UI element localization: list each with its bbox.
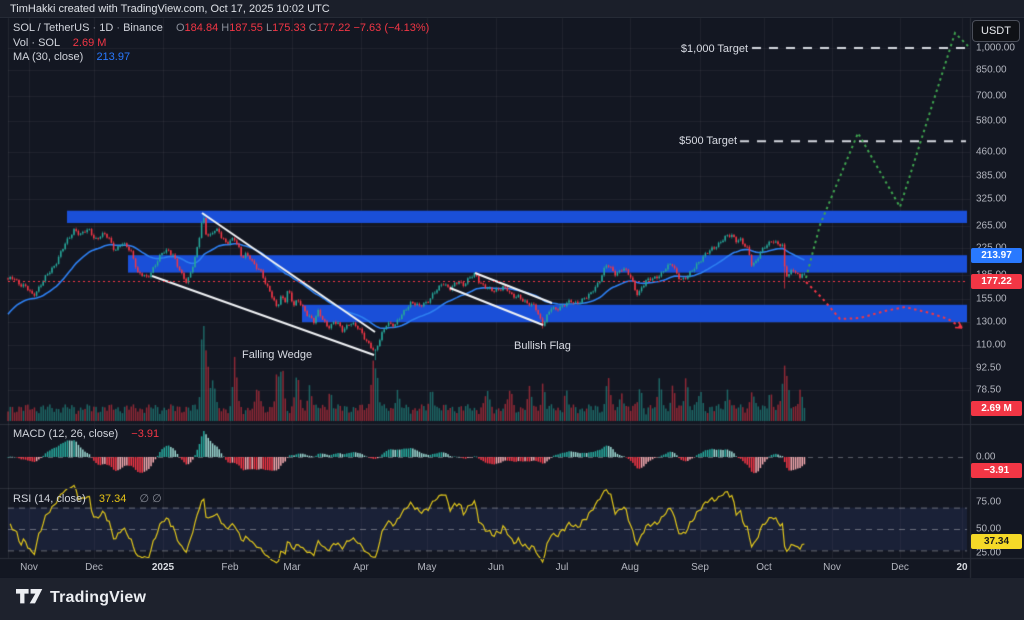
open-value: 184.84 xyxy=(184,22,219,34)
time-tick-label: Apr xyxy=(353,562,369,573)
interval-label: 1D xyxy=(99,22,114,34)
time-tick-label: Sep xyxy=(691,562,709,573)
time-tick-label: Feb xyxy=(221,562,239,573)
volume-value: 2.69 M xyxy=(72,37,107,49)
low-key: L xyxy=(265,22,273,34)
macd-legend[interactable]: MACD (12, 26, close) −3.91 xyxy=(13,428,159,440)
axis-tick-label: 325.00 xyxy=(976,193,1007,205)
rsi-legend[interactable]: RSI (14, close) 37.34 ∅ ∅ xyxy=(13,492,162,505)
axis-tick-label: 130.00 xyxy=(976,316,1007,328)
symbol-name: SOL / TetherUS xyxy=(13,22,90,34)
brand-name: TradingView xyxy=(50,589,147,606)
volume-label: Vol · SOL xyxy=(13,37,60,49)
low-value: 175.33 xyxy=(272,22,306,34)
rsi-source-icons: ∅ ∅ xyxy=(139,493,162,505)
time-tick-label: Nov xyxy=(20,562,38,573)
bullish-flag-label: Bullish Flag xyxy=(514,340,571,352)
axis-tick-label: 25.00 xyxy=(976,547,1002,559)
time-tick-label: Dec xyxy=(891,562,909,573)
axis-tick-label: 155.00 xyxy=(976,293,1007,305)
time-tick-label: Jun xyxy=(487,562,505,573)
macd-badge: −3.91 xyxy=(971,462,1022,478)
ma-value: 213.97 xyxy=(96,51,131,63)
last-price-badge: 177.22 xyxy=(971,273,1022,289)
axis-tick-label: 92.50 xyxy=(976,362,1002,374)
macd-label: MACD (12, 26, close) xyxy=(13,428,119,440)
attribution-text: TimHakki created with TradingView.com, O… xyxy=(10,3,330,15)
time-tick-label: Oct xyxy=(756,562,772,573)
open-key: O xyxy=(175,22,185,34)
axis-tick-label: 265.00 xyxy=(976,220,1007,232)
falling-wedge-label: Falling Wedge xyxy=(242,349,313,361)
high-value: 187.55 xyxy=(229,22,263,34)
axis-tick-label: 75.00 xyxy=(976,496,1002,508)
rsi-value: 37.34 xyxy=(98,493,127,505)
axis-tick-label: 385.00 xyxy=(976,170,1007,182)
axis-tick-label: 850.00 xyxy=(976,64,1007,76)
macd-value: −3.91 xyxy=(131,428,160,440)
time-tick-label: Dec xyxy=(85,562,103,573)
time-tick-label: May xyxy=(417,562,437,573)
ma-price-badge: 213.97 xyxy=(971,247,1022,263)
time-tick-label: 20 xyxy=(956,562,968,573)
close-value: 177.22 xyxy=(316,22,351,34)
axis-tick-label: 700.00 xyxy=(976,90,1007,102)
rsi-badge: 37.34 xyxy=(971,533,1022,549)
tradingview-logo-icon xyxy=(16,589,43,604)
axis-tick-label: 1,000.00 xyxy=(976,42,1015,54)
axis-tick-label: 460.00 xyxy=(976,146,1007,158)
time-tick-label: Jul xyxy=(555,562,569,573)
high-key: H xyxy=(221,22,230,34)
time-tick-label: Aug xyxy=(621,562,639,573)
target-1000-label: $1,000 Target xyxy=(680,43,748,55)
time-tick-label: Mar xyxy=(283,562,301,573)
axis-tick-label: 580.00 xyxy=(976,115,1007,127)
close-key: C xyxy=(308,22,317,34)
change-value: −7.63 (−4.13%) xyxy=(353,22,430,34)
ma-legend[interactable]: MA (30, close) 213.97 xyxy=(13,51,130,63)
axis-tick-label: 50.00 xyxy=(976,523,1002,535)
target-500-label: $500 Target xyxy=(679,135,737,147)
volume-legend[interactable]: Vol · SOL 2.69 M xyxy=(13,37,106,49)
axis-tick-label: 110.00 xyxy=(976,339,1006,351)
footer-bar: TradingView xyxy=(0,578,1024,620)
currency-toggle-button[interactable]: USDT xyxy=(972,20,1020,42)
exchange-label: Binance xyxy=(123,22,163,34)
ma-label: MA (30, close) xyxy=(13,51,84,63)
axis-tick-label: 0.00 xyxy=(976,451,996,463)
time-tick-label: Nov xyxy=(823,562,841,573)
volume-badge: 2.69 M xyxy=(971,400,1022,416)
symbol-legend[interactable]: SOL / TetherUS · 1D · Binance O184.84 H1… xyxy=(13,22,430,34)
rsi-label: RSI (14, close) xyxy=(13,493,86,505)
attribution-header: TimHakki created with TradingView.com, O… xyxy=(0,0,1024,18)
tradingview-brand: TradingView xyxy=(16,588,146,608)
axis-tick-label: 78.50 xyxy=(976,384,1002,396)
time-tick-label: 2025 xyxy=(151,562,175,573)
